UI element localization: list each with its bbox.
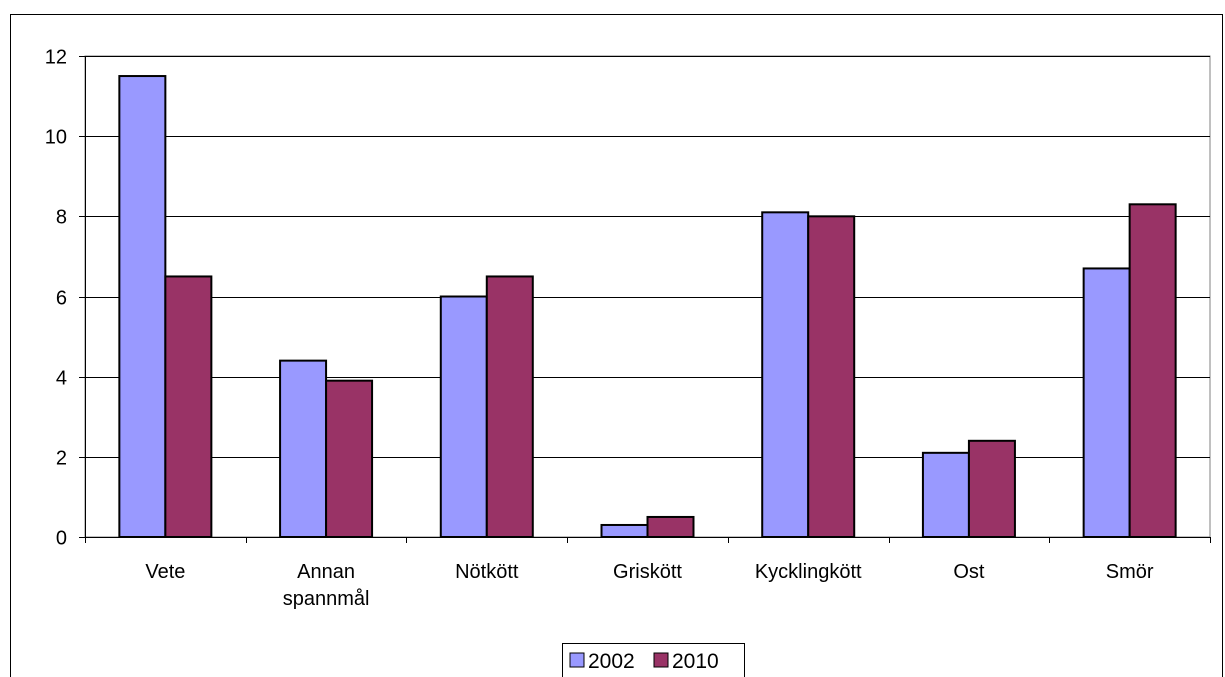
bar-2010-2 [485,275,534,538]
bar-2002-5 [921,451,970,539]
bar-2010-3 [646,515,695,538]
y-tick-label: 4 [56,368,67,390]
y-tick-label: 6 [56,288,67,310]
x-tick-label: spannmål [283,588,370,610]
y-axis: 0 2 4 6 8 10 12 [45,47,86,550]
bar-2002-4 [761,211,810,538]
x-tick-label: Griskött [613,561,682,583]
bar-2002-6 [1082,267,1131,538]
y-tick-label: 2 [56,448,67,470]
y-tick-label: 0 [56,528,67,550]
y-tick-label: 10 [45,127,67,149]
x-tick-label: Nötkött [455,561,519,583]
x-axis: Vete Annan spannmål Nötkött Griskött Kyckling… [85,537,1211,610]
legend-label-2002: 2002 [588,650,635,673]
y-tick-label: 12 [45,47,67,69]
legend-swatch-2010 [653,652,669,668]
legend: 2002 2010 [562,643,745,677]
bar-2002-0 [118,75,167,539]
y-tick-label: 8 [56,207,67,229]
x-tick-label: Ost [953,561,985,583]
bar-2002-2 [439,295,488,538]
legend-label-2010: 2010 [672,650,719,673]
bars [118,75,1177,539]
bar-2010-1 [325,379,374,538]
bar-2010-0 [164,275,213,538]
x-tick-label: Kycklingkött [755,561,862,583]
bar-2010-6 [1128,203,1177,539]
legend-swatch-2002 [569,652,585,668]
x-tick-label: Smör [1106,561,1154,583]
bar-2002-3 [600,523,649,538]
x-tick-label: Annan [297,561,355,583]
bar-2010-4 [807,215,856,538]
bar-2002-1 [279,359,328,538]
bar-2010-5 [967,439,1016,538]
x-tick-label: Vete [145,561,185,583]
plot-area [84,55,1211,538]
gridlines [85,56,1210,458]
